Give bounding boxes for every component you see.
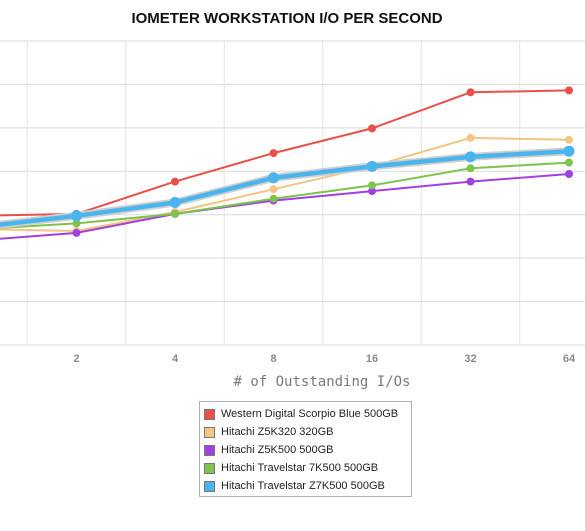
series-line bbox=[0, 148, 570, 227]
legend: Western Digital Scorpio Blue 500GB Hitach… bbox=[199, 401, 412, 497]
x-tick-label: 2 bbox=[73, 353, 79, 365]
series-3 bbox=[0, 170, 573, 240]
data-point bbox=[171, 177, 179, 186]
data-point bbox=[368, 124, 376, 133]
data-point bbox=[269, 149, 278, 158]
legend-label: Hitachi Z5K320 320GB bbox=[221, 426, 334, 438]
legend-item: Western Digital Scorpio Blue 500GB bbox=[204, 405, 407, 423]
legend-swatch bbox=[204, 462, 215, 474]
legend-label: Hitachi Travelstar 7K500 500GB bbox=[221, 462, 379, 474]
data-point bbox=[368, 187, 376, 196]
x-tick-label: 64 bbox=[563, 353, 576, 365]
x-tick-labels: 2 4 8 16 32 64 bbox=[73, 353, 576, 365]
legend-swatch bbox=[204, 444, 215, 456]
legend-item: Hitachi Travelstar 7K500 500GB bbox=[204, 459, 407, 477]
data-point bbox=[466, 177, 475, 186]
data-point bbox=[565, 86, 573, 95]
legend-label: Hitachi Z5K500 500GB bbox=[221, 444, 334, 456]
x-tick-label: 32 bbox=[464, 353, 476, 365]
series-5 bbox=[0, 145, 575, 229]
legend-swatch bbox=[204, 480, 215, 492]
data-point bbox=[269, 185, 278, 194]
data-point bbox=[465, 151, 476, 163]
data-point bbox=[466, 88, 475, 97]
legend-item: Hitachi Z5K320 320GB bbox=[204, 423, 407, 441]
data-point bbox=[366, 160, 378, 172]
data-point bbox=[72, 228, 81, 237]
data-point bbox=[565, 170, 573, 178]
data-point bbox=[466, 164, 475, 173]
data-point bbox=[368, 181, 376, 190]
legend-item: Hitachi Travelstar Z7K500 500GB bbox=[204, 477, 407, 495]
chart-title: IOMETER WORKSTATION I/O PER SECOND bbox=[131, 10, 442, 27]
x-tick-label: 16 bbox=[366, 353, 378, 365]
x-tick-label: 4 bbox=[172, 353, 179, 365]
legend-item: Hitachi Z5K500 500GB bbox=[204, 441, 407, 459]
x-tick-label: 8 bbox=[270, 353, 276, 365]
data-point bbox=[169, 197, 181, 208]
series-lines bbox=[0, 86, 575, 240]
data-point bbox=[565, 135, 573, 144]
data-point bbox=[72, 219, 81, 228]
data-point bbox=[268, 172, 279, 184]
data-point bbox=[71, 210, 82, 222]
legend-swatch bbox=[204, 408, 215, 420]
legend-label: Western Digital Scorpio Blue 500GB bbox=[221, 408, 399, 420]
grid bbox=[0, 40, 585, 346]
legend-swatch bbox=[204, 426, 215, 438]
data-point bbox=[171, 209, 179, 218]
data-point bbox=[563, 145, 575, 157]
x-axis-label: # of Outstanding I/Os bbox=[233, 374, 410, 390]
data-point bbox=[466, 133, 475, 142]
series-4 bbox=[0, 158, 573, 229]
legend-label: Hitachi Travelstar Z7K500 500GB bbox=[221, 480, 385, 492]
data-point bbox=[565, 158, 573, 167]
series-line bbox=[0, 173, 570, 240]
data-point bbox=[269, 194, 278, 203]
